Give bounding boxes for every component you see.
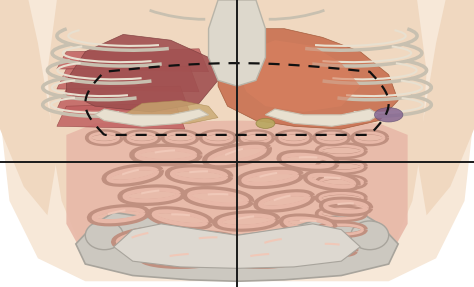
Polygon shape <box>57 103 185 129</box>
Polygon shape <box>57 66 199 92</box>
Polygon shape <box>66 34 218 112</box>
Polygon shape <box>237 40 360 112</box>
Polygon shape <box>66 121 408 270</box>
Polygon shape <box>417 0 474 215</box>
Ellipse shape <box>256 119 275 129</box>
Ellipse shape <box>374 108 403 122</box>
Polygon shape <box>218 29 398 129</box>
Polygon shape <box>57 49 209 72</box>
Polygon shape <box>209 0 265 86</box>
Polygon shape <box>0 0 57 215</box>
Polygon shape <box>114 224 360 268</box>
Ellipse shape <box>351 221 389 250</box>
Polygon shape <box>95 109 209 126</box>
Polygon shape <box>47 0 427 276</box>
Polygon shape <box>76 212 398 281</box>
Ellipse shape <box>85 221 123 250</box>
Polygon shape <box>0 0 474 281</box>
Polygon shape <box>265 109 379 126</box>
Polygon shape <box>57 86 190 112</box>
Polygon shape <box>123 100 218 123</box>
